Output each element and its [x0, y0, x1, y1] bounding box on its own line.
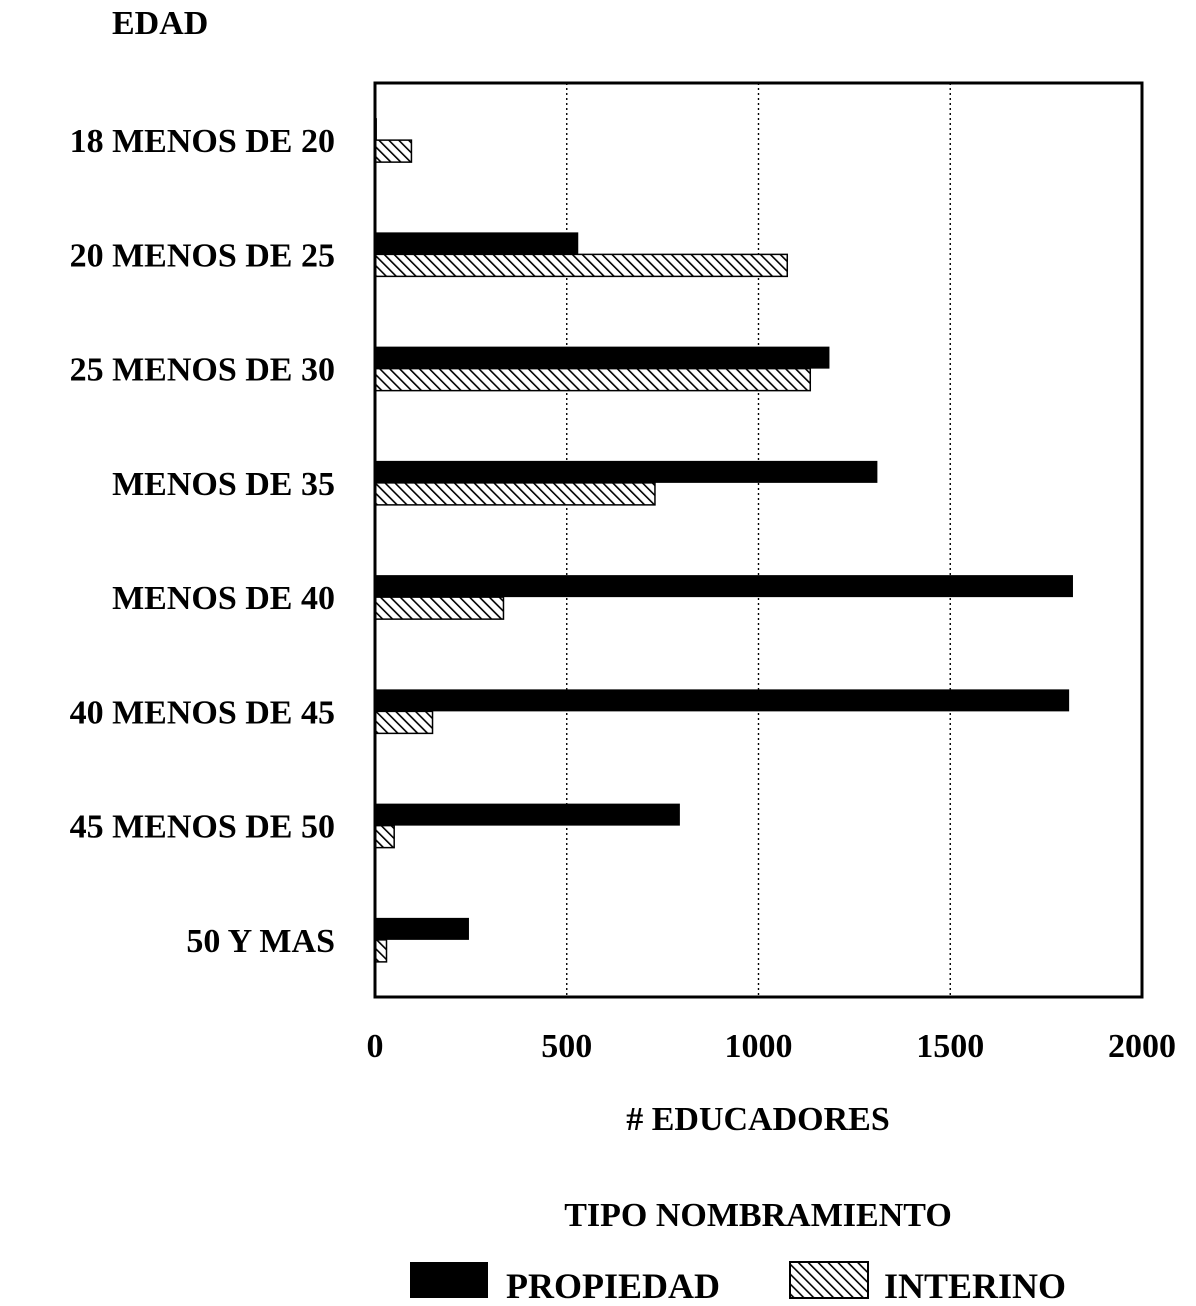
x-axis-title: # EDUCADORES [626, 1101, 890, 1138]
category-label: 20 MENOS DE 25 [70, 237, 335, 274]
legend-swatch-propiedad [410, 1262, 488, 1298]
bar-propiedad [375, 575, 1073, 598]
bar-propiedad [375, 689, 1070, 712]
category-label: MENOS DE 35 [112, 466, 335, 503]
category-label: 18 MENOS DE 20 [70, 123, 335, 160]
bar-interino [374, 824, 395, 849]
bar-propiedad [375, 803, 680, 826]
y-axis-title: EDAD [112, 5, 208, 42]
x-tick-label: 500 [541, 1028, 592, 1065]
legend-title: TIPO NOMBRAMIENTO [564, 1197, 952, 1234]
legend-label-propiedad: PROPIEDAD [506, 1266, 720, 1306]
bar-propiedad [375, 917, 469, 940]
category-label: MENOS DE 40 [112, 580, 335, 617]
legend: TIPO NOMBRAMIENTO PROPIEDAD INTERINO [410, 1197, 1066, 1306]
bar-interino [374, 710, 434, 735]
bar-interino [374, 139, 413, 163]
x-tick-label: 1000 [725, 1028, 793, 1065]
bar-interino [374, 253, 789, 278]
category-label: 25 MENOS DE 30 [70, 352, 335, 389]
category-label: 40 MENOS DE 45 [70, 694, 335, 731]
x-tick-label: 1500 [916, 1028, 984, 1065]
x-tick-labels: 0 500 1000 1500 2000 [367, 1028, 1177, 1065]
bar-propiedad [375, 232, 579, 255]
bar-interino [374, 482, 656, 506]
legend-swatch-interino [789, 1261, 869, 1299]
category-label: 50 Y MAS [186, 923, 335, 960]
bar-interino [374, 596, 505, 620]
plot-frame [373, 81, 1144, 999]
x-tick-label: 0 [367, 1028, 384, 1065]
grid-lines [566, 83, 951, 997]
bar-interino [374, 939, 388, 963]
bar-interino [374, 367, 812, 392]
legend-label-interino: INTERINO [884, 1266, 1066, 1306]
x-tick-label: 2000 [1108, 1028, 1176, 1065]
bar-propiedad [375, 346, 830, 369]
category-labels: 18 MENOS DE 20 20 MENOS DE 25 25 MENOS DE … [70, 123, 335, 960]
category-label: 45 MENOS DE 50 [70, 809, 335, 846]
bar-propiedad [375, 460, 878, 483]
bars-group [374, 118, 1073, 963]
